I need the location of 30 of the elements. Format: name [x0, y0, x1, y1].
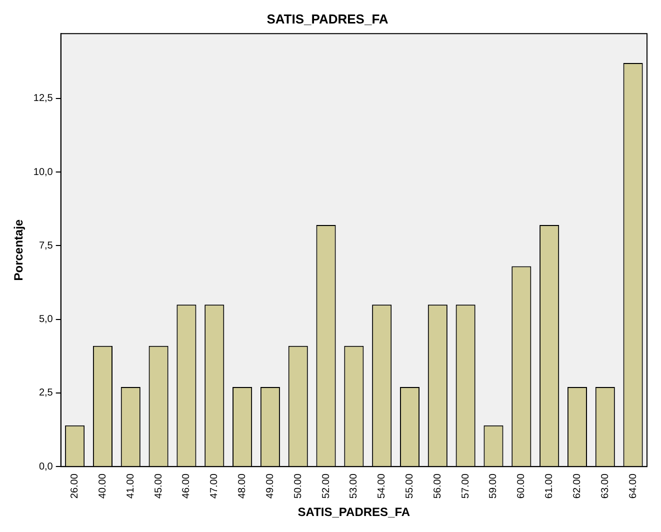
y-tick-label: 5,0	[38, 314, 54, 326]
x-tick-label: 60.00	[516, 473, 528, 499]
x-tick-label: 47.00	[209, 473, 220, 499]
x-tick-label: 45.00	[153, 473, 164, 499]
y-axis-title: Porcentaje	[12, 219, 26, 281]
x-tick-label: 48.00	[237, 473, 248, 499]
x-tick-label: 56.00	[432, 473, 444, 499]
x-tick-label: 62.00	[572, 473, 583, 499]
x-tick-label: 26.00	[70, 473, 81, 499]
y-tick-label: 10,0	[33, 166, 54, 178]
x-tick-label: 50.00	[292, 473, 304, 499]
x-tick-label: 57.00	[460, 473, 472, 499]
chart-title: SATIS_PADRES_FA	[266, 11, 389, 26]
x-tick-label: 64.00	[628, 473, 639, 499]
x-tick-label: 54.00	[376, 473, 388, 499]
x-tick-label: 61.00	[544, 473, 556, 499]
x-tick-label: 49.00	[264, 473, 276, 499]
x-tick-label: 40.00	[97, 473, 108, 499]
y-tick-label: 7,5	[38, 240, 54, 252]
y-tick-label: 0,0	[38, 461, 54, 472]
x-tick-label: 53.00	[348, 473, 360, 499]
x-tick-label: 59.00	[488, 473, 500, 499]
x-axis-title: SATIS_PADRES_FA	[298, 505, 410, 520]
x-tick-label: 55.00	[404, 473, 416, 499]
y-tick-label: 12,5	[33, 93, 54, 104]
x-tick-label: 41.00	[125, 473, 136, 499]
y-tick-label: 2,5	[38, 388, 54, 399]
x-tick-label: 46.00	[181, 473, 192, 499]
x-tick-label: 52.00	[320, 473, 332, 499]
x-tick-label: 63.00	[600, 473, 611, 499]
